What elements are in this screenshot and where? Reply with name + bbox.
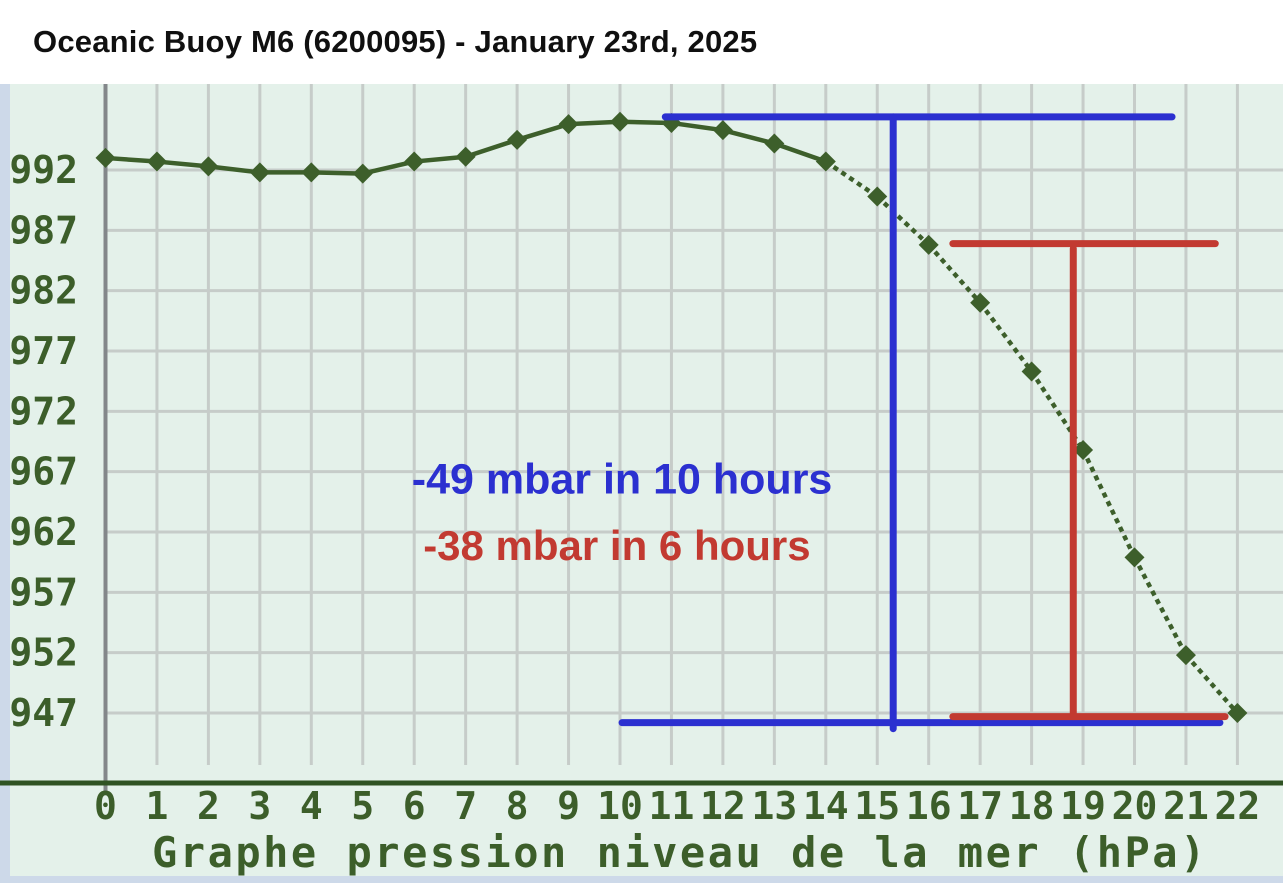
x-tick-label: 15	[854, 784, 900, 828]
y-tick-label: 987	[9, 208, 78, 252]
data-point-marker	[301, 162, 322, 183]
x-tick-label: 12	[700, 784, 746, 828]
data-point-marker	[558, 114, 579, 135]
data-point-marker	[1073, 439, 1094, 460]
x-tick-label: 22	[1215, 784, 1261, 828]
data-point-marker	[507, 129, 528, 150]
x-tick-label: 3	[248, 784, 271, 828]
y-tick-label: 982	[9, 269, 78, 313]
data-point-marker	[198, 156, 219, 177]
page-title: Oceanic Buoy M6 (6200095) - January 23rd…	[33, 24, 758, 59]
data-point-marker	[764, 133, 785, 154]
data-point-marker	[712, 120, 733, 141]
x-tick-label: 19	[1060, 784, 1106, 828]
red-drop-label: -38 mbar in 6 hours	[423, 522, 810, 569]
data-point-marker	[918, 234, 939, 255]
data-point-marker	[249, 162, 270, 183]
x-tick-label: 17	[957, 784, 1003, 828]
curve-segment	[722, 128, 775, 146]
x-tick-label: 16	[906, 784, 952, 828]
curve-segment	[927, 243, 982, 305]
curve-segment	[464, 137, 518, 159]
y-tick-label: 992	[9, 148, 78, 192]
data-point-marker	[404, 151, 425, 172]
x-tick-label: 0	[94, 784, 117, 828]
x-tick-label: 13	[751, 784, 797, 828]
x-tick-label: 6	[403, 784, 426, 828]
x-tick-label: 14	[803, 784, 849, 828]
blue-drop-label: -49 mbar in 10 hours	[412, 455, 833, 503]
data-point-marker	[1175, 645, 1196, 666]
x-tick-label: 5	[351, 784, 374, 828]
x-tick-label: 2	[197, 784, 220, 828]
data-point-marker	[1021, 361, 1042, 382]
curve-segment	[875, 194, 931, 247]
y-tick-label: 972	[9, 389, 78, 433]
curve-segment	[1132, 556, 1188, 657]
x-tick-label: 4	[300, 784, 323, 828]
curve-segment	[1184, 653, 1240, 715]
curve-segment	[362, 159, 415, 176]
y-tick-label: 977	[9, 329, 78, 373]
curve-segment	[773, 141, 827, 164]
x-tick-label: 11	[649, 784, 695, 828]
curve-segment	[978, 301, 1034, 373]
data-point-marker	[610, 111, 630, 132]
x-tick-label: 9	[557, 784, 580, 828]
data-point-marker	[815, 151, 836, 172]
x-tick-label: 10	[597, 784, 643, 828]
y-tick-label: 962	[9, 510, 78, 554]
curve-segment	[824, 159, 879, 199]
data-point-marker	[1124, 547, 1145, 568]
curve-segment	[1081, 448, 1137, 559]
x-tick-label: 21	[1163, 784, 1209, 828]
x-tick-label: 18	[1009, 784, 1055, 828]
x-tick-label: 8	[506, 784, 529, 828]
x-tick-label: 20	[1112, 784, 1158, 828]
y-tick-label: 967	[9, 450, 78, 494]
data-point-marker	[455, 146, 476, 167]
x-axis-caption: Graphe pression niveau de la mer (hPa)	[152, 828, 1208, 877]
x-tick-label: 7	[454, 784, 477, 828]
data-point-marker	[1227, 703, 1248, 724]
data-point-marker	[146, 151, 167, 172]
y-tick-label: 952	[9, 631, 78, 675]
x-tick-label: 1	[146, 784, 169, 828]
data-point-marker	[352, 163, 373, 184]
title-band: Oceanic Buoy M6 (6200095) - January 23rd…	[0, 0, 1283, 84]
y-tick-label: 947	[9, 691, 78, 735]
data-point-marker	[95, 147, 116, 168]
data-point-marker	[970, 292, 991, 313]
y-tick-label: 957	[9, 570, 78, 614]
data-point-marker	[867, 186, 888, 207]
curve-segment	[516, 121, 570, 142]
